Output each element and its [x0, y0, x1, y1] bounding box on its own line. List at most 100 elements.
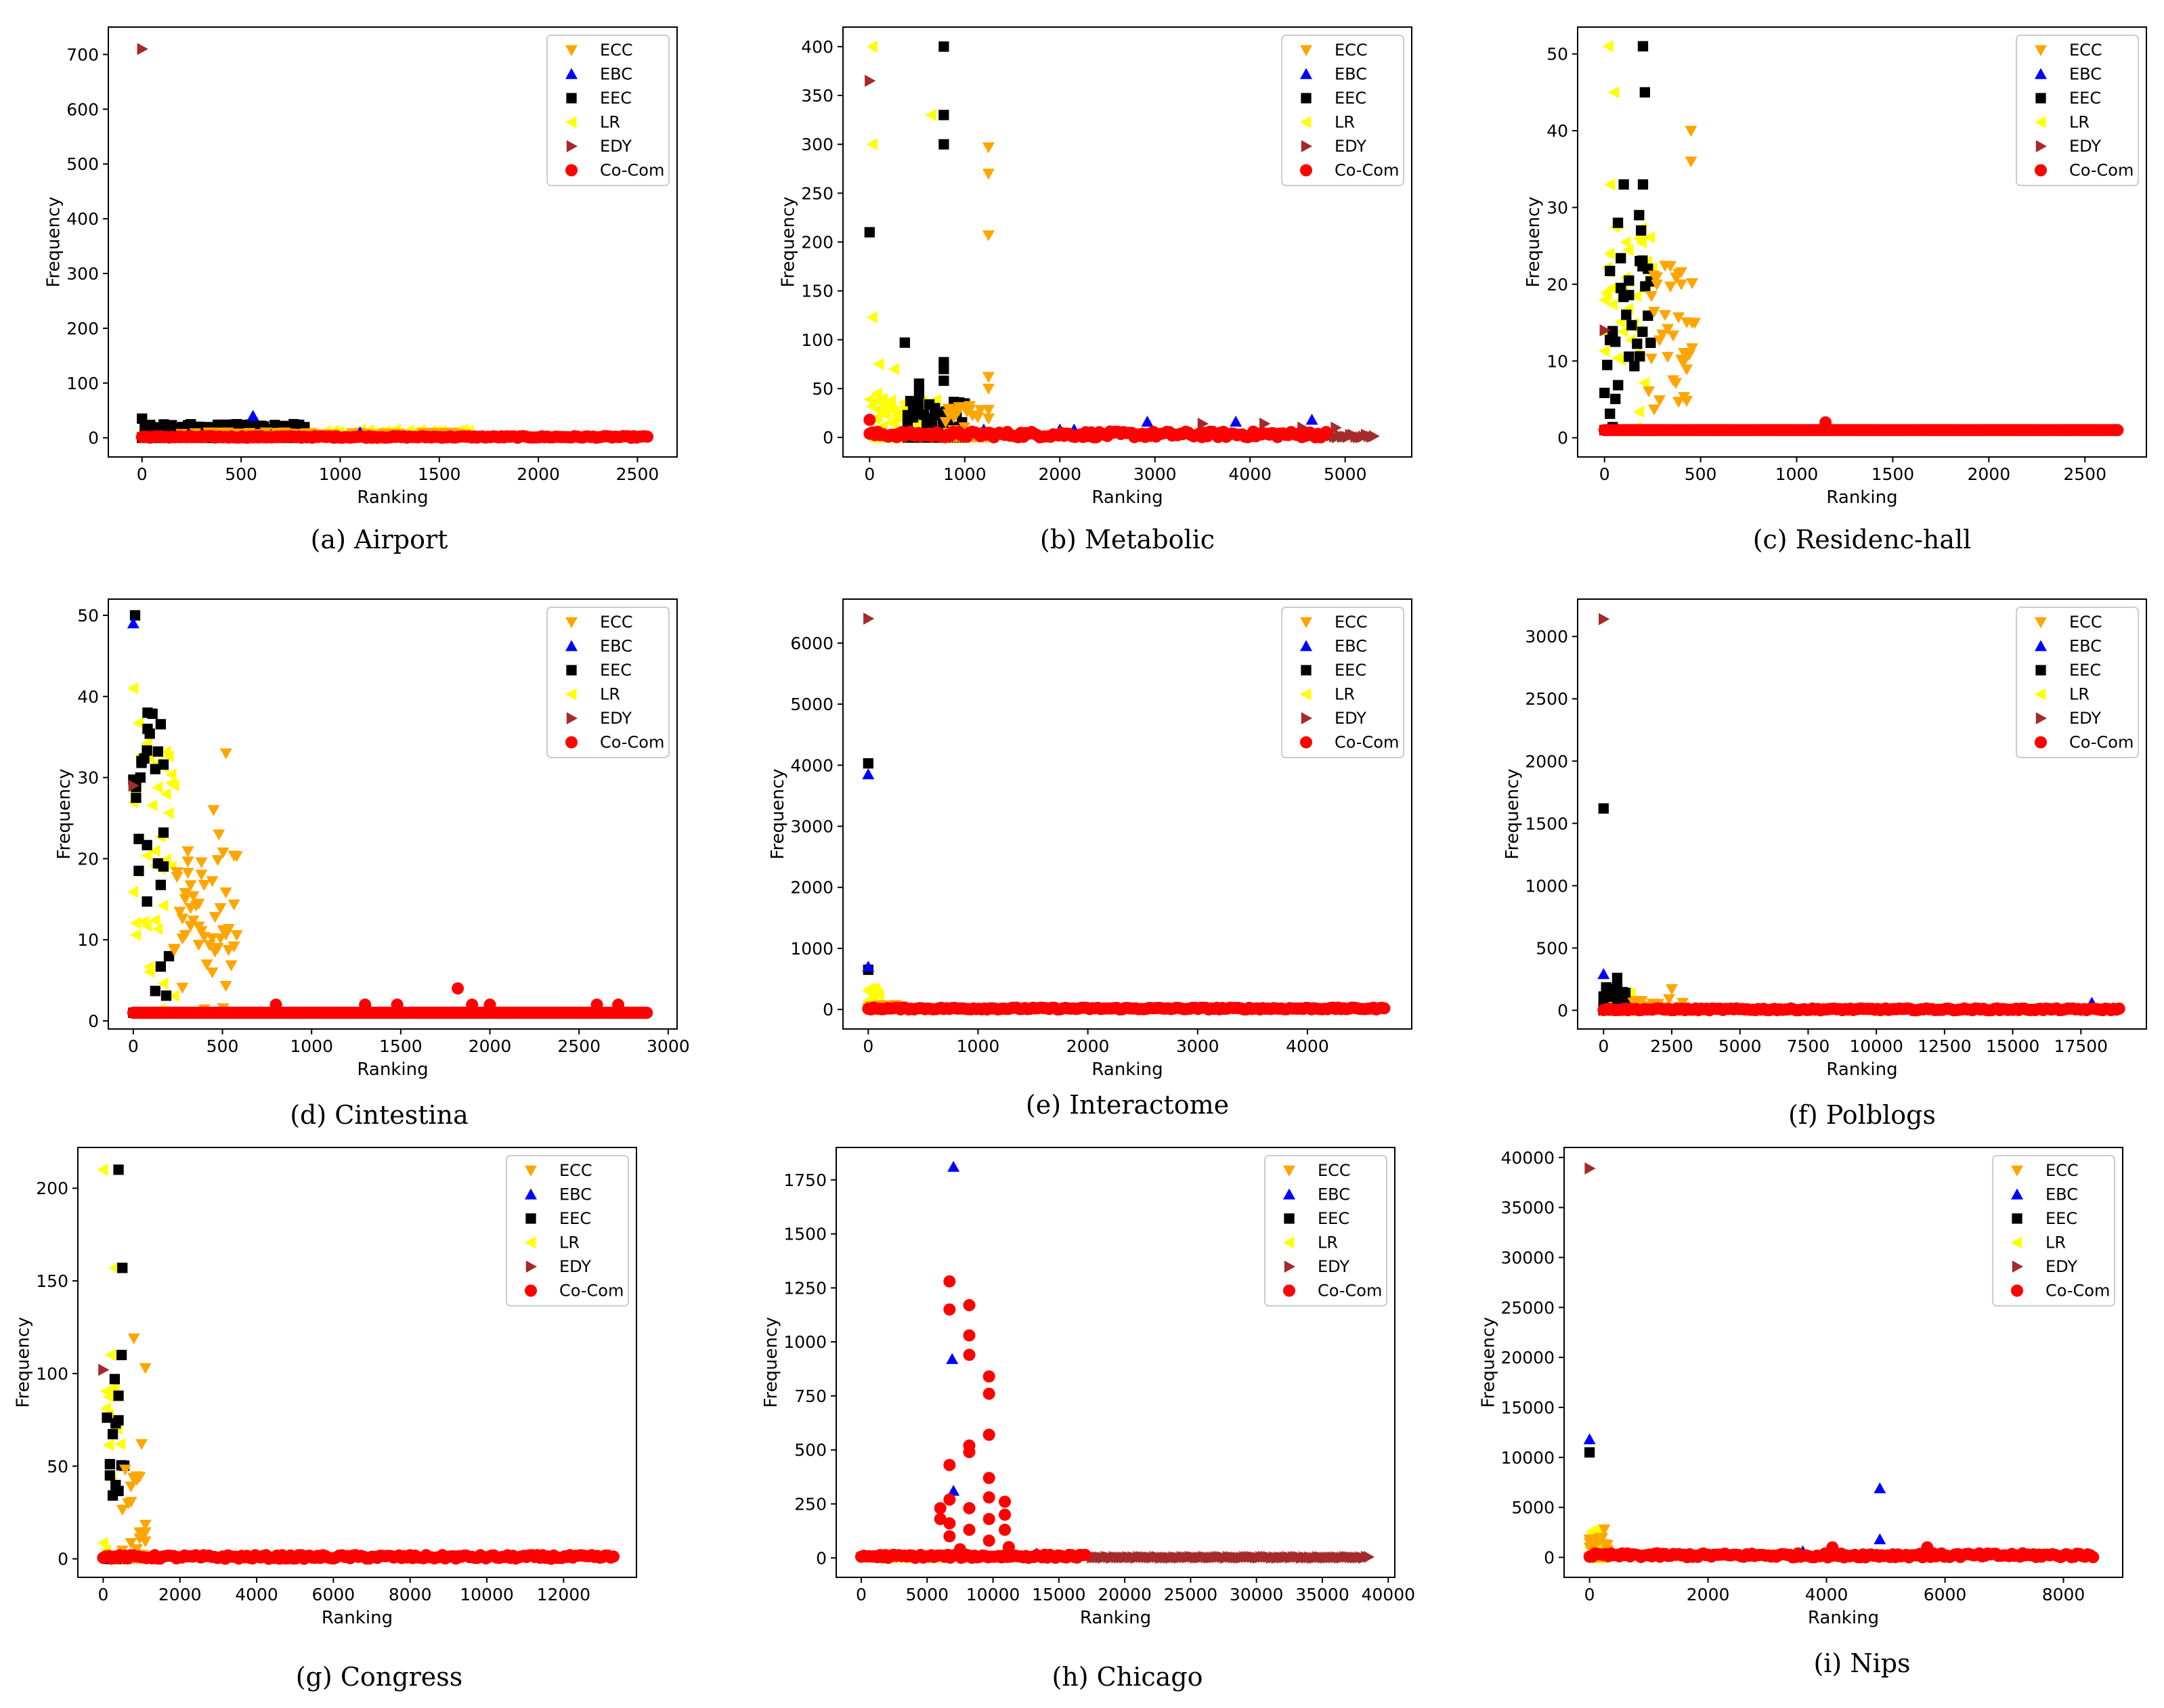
- data-point-eec: [1616, 253, 1626, 264]
- series-co-com: [127, 982, 653, 1020]
- x-tick-label: 500: [225, 464, 257, 484]
- data-point-edy: [1330, 421, 1342, 434]
- data-point-co-com: [1002, 1541, 1015, 1554]
- panel-b-metabolic: 0 1000 2000 3000 4000 5000 0 50 100 150 200 250 300 3…: [779, 26, 1412, 554]
- legend-label-edy: EDY: [600, 137, 632, 156]
- data-point-lr: [163, 806, 174, 819]
- data-point-eec: [113, 1415, 124, 1426]
- data-point-lr: [102, 1391, 114, 1403]
- legend-marker-lr: [525, 1236, 536, 1249]
- data-point-lr: [108, 1261, 120, 1274]
- data-point-lr: [157, 899, 169, 912]
- legend-label-edy: EDY: [1318, 1257, 1349, 1276]
- data-point-co-com: [999, 1523, 1012, 1536]
- data-point-ecc: [982, 142, 995, 154]
- axes-frame: [842, 598, 1412, 1030]
- data-point-eec: [133, 833, 144, 844]
- data-point-lr: [871, 387, 882, 400]
- legend-marker-ecc: [525, 1165, 537, 1177]
- series-lr: [863, 40, 941, 444]
- y-tick-label: 50: [77, 606, 99, 626]
- data-point-ecc: [179, 888, 192, 899]
- data-point-eec: [1611, 972, 1623, 984]
- data-point-ecc: [139, 1536, 152, 1548]
- data-point-ecc: [1685, 125, 1697, 137]
- legend-label-ecc: ECC: [2069, 613, 2102, 632]
- legend-marker-lr: [1300, 116, 1312, 129]
- data-point-eec: [131, 792, 142, 804]
- data-point-ecc: [206, 967, 219, 979]
- data-point-ecc: [1681, 395, 1693, 407]
- data-point-edy: [1599, 324, 1611, 336]
- data-point-ecc: [209, 912, 221, 923]
- y-tick-label: 100: [36, 1364, 68, 1384]
- y-tick-label: 2000: [1525, 751, 1568, 771]
- legend-marker-ecc: [1300, 45, 1312, 56]
- data-point-ecc: [1664, 261, 1677, 272]
- data-point-ebc: [862, 960, 875, 972]
- legend-marker-co-com: [565, 736, 578, 749]
- x-tick-label: 0: [128, 1036, 139, 1056]
- data-point-ecc: [222, 923, 235, 936]
- legend-label-co-com: Co-Com: [600, 733, 664, 752]
- x-tick-label: 1500: [1871, 464, 1915, 484]
- legend-marker-ecc: [1300, 617, 1312, 628]
- data-point-co-com: [641, 1007, 653, 1020]
- data-point-ecc: [168, 945, 181, 957]
- x-tick-label: 1000: [290, 1036, 333, 1056]
- x-axis-label: Ranking: [1808, 1608, 1879, 1628]
- x-axis-label: Ranking: [1091, 1059, 1163, 1080]
- y-tick-label: 300: [801, 135, 834, 154]
- x-tick-label: 20000: [1098, 1585, 1152, 1604]
- data-point-ecc: [139, 1527, 152, 1539]
- data-point-co-com: [999, 1495, 1012, 1508]
- data-point-lr: [129, 928, 142, 941]
- data-point-edy: [1259, 417, 1271, 430]
- data-point-eec: [1605, 265, 1616, 276]
- legend-label-eec: EEC: [2069, 661, 2101, 680]
- y-tick-label: 20000: [1500, 1348, 1555, 1367]
- data-point-co-com: [982, 1472, 995, 1485]
- x-tick-label: 6000: [1924, 1585, 1967, 1604]
- series-edy: [1584, 1162, 1596, 1175]
- data-point-ebc: [1141, 416, 1154, 427]
- data-point-ecc: [206, 933, 219, 944]
- data-point-ecc: [171, 871, 183, 883]
- data-point-eec: [938, 375, 949, 387]
- y-tick-label: 40: [77, 687, 99, 707]
- data-point-ecc: [139, 1363, 152, 1374]
- data-point-eec: [1629, 361, 1640, 372]
- legend-label-ecc: ECC: [1318, 1161, 1351, 1180]
- data-point-eec: [158, 861, 169, 872]
- data-point-eec: [142, 896, 152, 907]
- data-point-ecc: [1653, 395, 1666, 407]
- axes-frame: [77, 1147, 637, 1578]
- data-point-co-com: [2113, 1002, 2125, 1015]
- data-point-ecc: [133, 1533, 146, 1545]
- data-point-lr: [141, 849, 152, 862]
- legend-label-ebc: EBC: [2069, 637, 2102, 656]
- legend-label-ebc: EBC: [600, 65, 632, 84]
- x-tick-label: 0: [98, 1585, 108, 1604]
- legend-label-eec: EEC: [1318, 1209, 1349, 1228]
- y-tick-label: 150: [36, 1271, 68, 1291]
- x-tick-label: 5000: [905, 1585, 949, 1604]
- x-axis-label: Ranking: [1091, 487, 1163, 508]
- y-tick-label: 30: [77, 768, 99, 788]
- data-point-eec: [1621, 309, 1632, 320]
- legend-label-ecc: ECC: [2046, 1161, 2079, 1180]
- x-axis-label: Ranking: [1826, 1059, 1897, 1080]
- data-point-ebc: [1305, 414, 1318, 425]
- data-point-co-com: [943, 1275, 956, 1288]
- x-tick-label: 2000: [517, 464, 560, 484]
- y-axis-label: Frequency: [779, 196, 799, 287]
- panel-caption: (i) Nips: [1813, 1648, 1910, 1678]
- data-point-co-com: [2087, 1551, 2100, 1564]
- panel-d-cintestina: 0 500 1000 1500 2000 2500 3000 0 10 20 30 40 50 Ranki…: [54, 598, 690, 1130]
- data-point-ecc: [1651, 280, 1664, 291]
- x-tick-label: 2000: [1687, 1585, 1730, 1604]
- legend-marker-lr: [1300, 688, 1312, 701]
- data-point-co-com: [943, 1517, 956, 1530]
- series-edy: [1599, 324, 1611, 336]
- data-point-lr: [873, 357, 884, 370]
